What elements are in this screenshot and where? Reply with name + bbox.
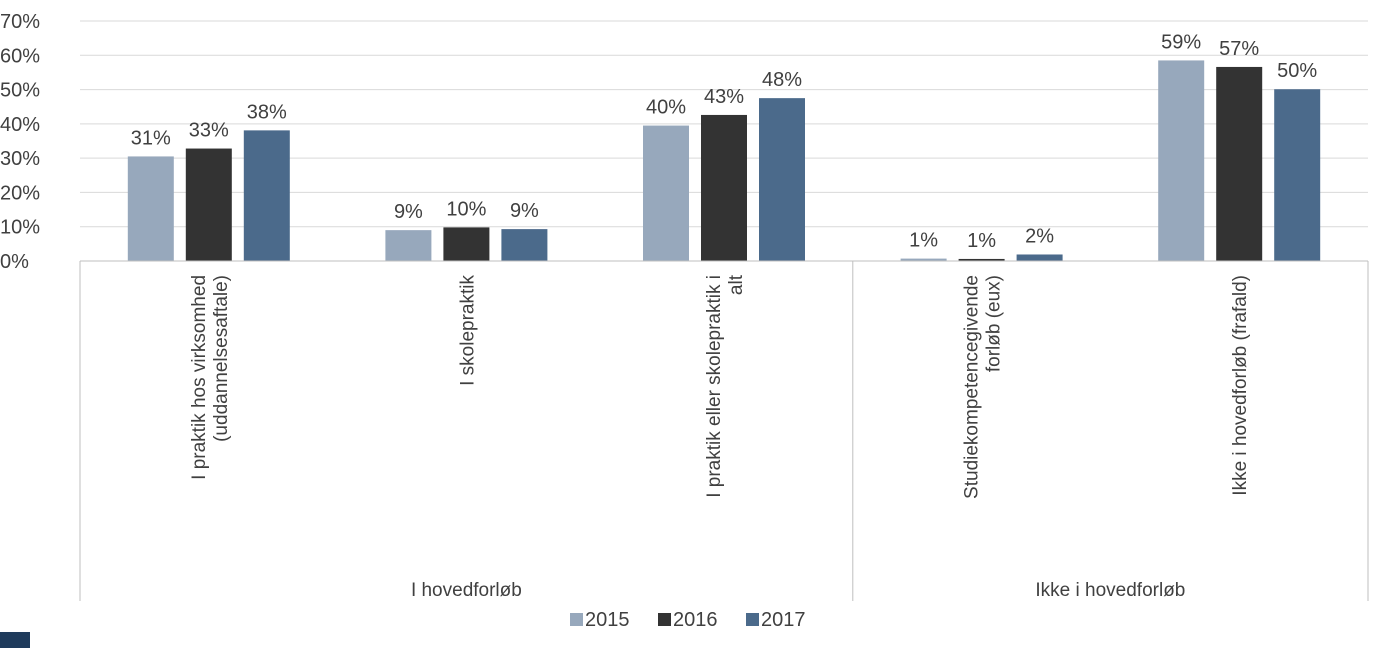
data-label: 9%: [510, 200, 539, 222]
y-tick-label: 0%: [0, 251, 29, 273]
y-tick-label: 20%: [0, 182, 40, 204]
data-label: 1%: [967, 230, 996, 252]
bar-2017: [1016, 254, 1063, 261]
bar-2015: [643, 125, 689, 261]
y-tick-label: 50%: [0, 80, 40, 102]
data-label: 31%: [131, 127, 171, 149]
bar-2016: [443, 227, 490, 261]
data-label: 38%: [247, 101, 287, 123]
legend-swatch-2015: [570, 613, 583, 626]
bar-2015: [900, 258, 947, 261]
bar-2017: [1274, 89, 1321, 261]
bar-2015: [127, 156, 174, 261]
bar-chart: 0% 10% 20% 30% 40% 50% 60% 70% 31% 9% 40% 1% 59% 33%…: [0, 11, 1369, 631]
bar-2016: [185, 148, 232, 261]
y-axis-ticks: 0% 10% 20% 30% 40% 50% 60% 70%: [0, 11, 40, 273]
bars: [127, 60, 1321, 262]
legend-swatch-2017: [746, 613, 759, 626]
data-label: 9%: [394, 201, 423, 223]
category-label: Studiekompetencegivende: [962, 275, 983, 499]
category-label: (uddannelsesaftale): [211, 275, 232, 442]
y-tick-label: 10%: [0, 217, 40, 239]
legend-swatch-2016: [658, 613, 671, 626]
axes: [79, 260, 1369, 601]
y-tick-label: 60%: [0, 45, 40, 67]
y-tick-label: 40%: [0, 114, 40, 136]
bar-2017: [501, 229, 548, 261]
data-label: 57%: [1219, 38, 1259, 60]
data-label: 59%: [1161, 31, 1201, 53]
data-label: 2%: [1025, 225, 1054, 247]
category-label: I praktik eller skolepraktik i: [704, 275, 725, 498]
bar-2016: [701, 114, 747, 261]
legend-label: 2017: [761, 609, 806, 631]
group-label: Ikke i hovedforløb: [1035, 580, 1185, 601]
data-label: 10%: [446, 198, 486, 220]
data-label: 33%: [189, 120, 229, 142]
legend: 2015 2016 2017: [570, 609, 806, 631]
category-label: forløb (eux): [984, 275, 1005, 372]
category-label: alt: [726, 274, 747, 295]
bar-2015: [1158, 60, 1205, 261]
bar-2015: [385, 230, 432, 261]
bar-2017: [243, 130, 290, 261]
bar-2016: [958, 258, 1005, 261]
legend-label: 2016: [673, 609, 718, 631]
data-label: 48%: [762, 69, 802, 91]
category-labels: I praktik hos virksomhed (uddannelsesafta…: [189, 274, 1251, 499]
category-label: Ikke i hovedforløb (frafald): [1230, 275, 1251, 496]
bar-2016: [1216, 66, 1263, 261]
legend-label: 2015: [585, 609, 630, 631]
data-label: 40%: [646, 97, 686, 119]
data-labels: 31% 9% 40% 1% 59% 33% 10% 43% 1% 57% 38% 9% 48% 2% 50%: [131, 31, 1318, 252]
data-label: 43%: [704, 86, 744, 108]
data-label: 50%: [1277, 60, 1317, 82]
group-label: I hovedforløb: [411, 580, 522, 601]
y-tick-label: 70%: [0, 11, 40, 33]
category-label: I skolepraktik: [457, 275, 478, 386]
corner-marker: [0, 632, 30, 648]
category-label: I praktik hos virksomhed: [189, 275, 210, 480]
data-label: 1%: [909, 230, 938, 252]
group-labels: I hovedforløb Ikke i hovedforløb: [411, 580, 1185, 601]
bar-2017: [759, 98, 805, 262]
y-tick-label: 30%: [0, 148, 40, 170]
